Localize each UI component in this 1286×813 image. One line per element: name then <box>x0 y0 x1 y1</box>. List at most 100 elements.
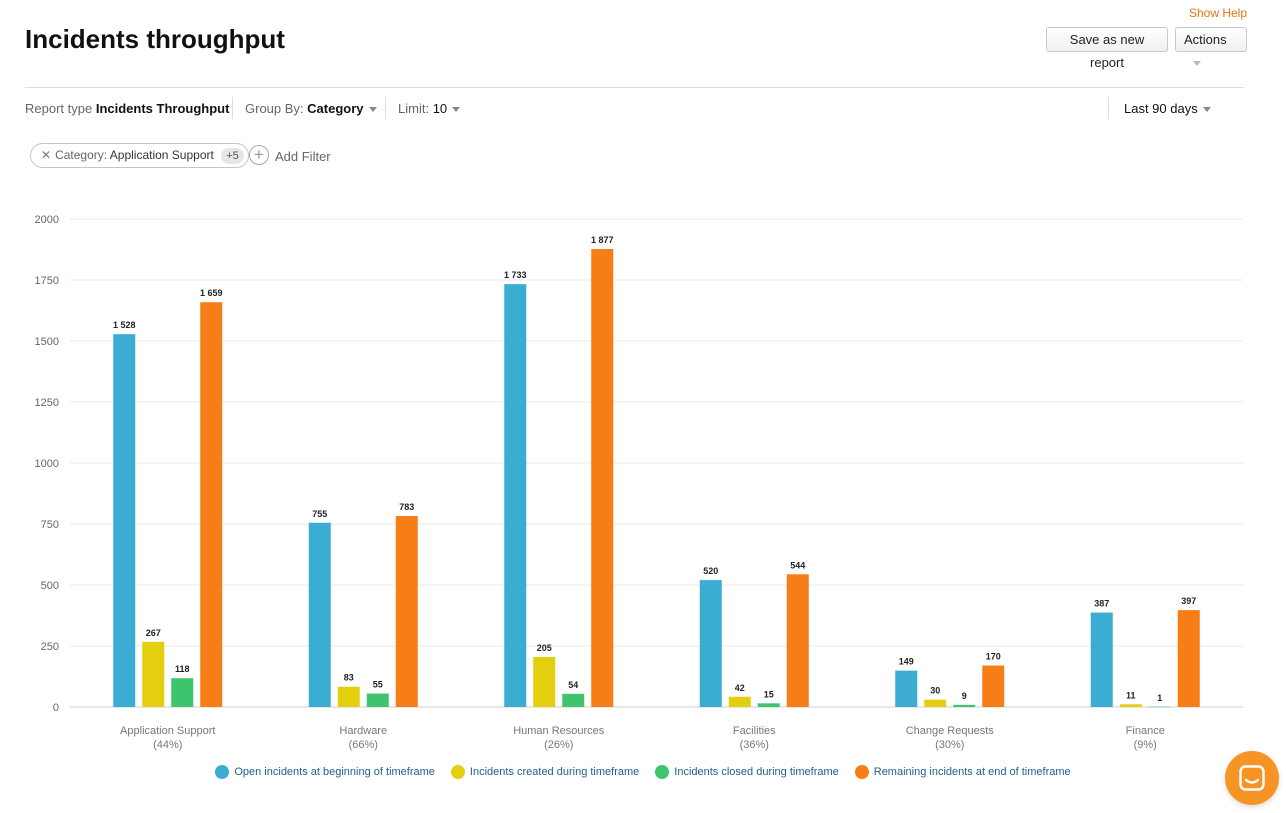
legend-swatch <box>655 765 670 779</box>
data-label: 55 <box>373 680 383 690</box>
bar <box>308 522 331 707</box>
y-tick-label: 1750 <box>35 275 59 287</box>
toolbar-separator <box>1108 97 1109 119</box>
bar <box>982 665 1005 707</box>
bar <box>366 693 389 707</box>
y-tick-label: 1250 <box>35 397 59 409</box>
actions-label: Actions <box>1184 32 1227 47</box>
x-tick-sublabel: (30%) <box>935 739 964 751</box>
limit-select[interactable]: Limit: 10 <box>398 101 461 116</box>
x-tick-label: Human Resources <box>513 725 605 737</box>
legend-swatch <box>215 765 230 779</box>
bar <box>699 580 722 707</box>
bar <box>142 641 165 707</box>
report-type: Report type Incidents Throughput <box>25 101 229 116</box>
y-tick-label: 500 <box>41 580 59 592</box>
legend-swatch <box>450 765 465 779</box>
chart-legend: Open incidents at beginning of timeframe… <box>0 765 1286 779</box>
bar <box>1177 610 1200 707</box>
data-label: 54 <box>568 680 578 690</box>
bar <box>1090 612 1113 707</box>
legend-label: Remaining incidents at end of timeframe <box>873 766 1071 778</box>
data-label: 267 <box>146 628 161 638</box>
header-divider <box>25 87 1244 88</box>
data-label: 1 659 <box>200 288 223 298</box>
save-as-new-report-button[interactable]: Save as new report <box>1046 27 1168 70</box>
data-label: 755 <box>312 509 327 519</box>
y-tick-label: 1000 <box>35 458 59 470</box>
bar <box>591 249 614 707</box>
y-tick-label: 750 <box>41 519 59 531</box>
data-label: 520 <box>703 566 718 576</box>
chevron-down-icon <box>368 107 377 113</box>
bar <box>200 302 223 707</box>
data-label: 1 528 <box>113 320 136 330</box>
actions-button[interactable]: Actions <box>1175 27 1247 67</box>
page-title: Incidents throughput <box>25 24 285 54</box>
filter-key: Category: <box>55 148 108 162</box>
legend-item[interactable]: Remaining incidents at end of timeframe <box>854 765 1071 779</box>
bar <box>171 678 194 707</box>
filter-pill-category[interactable]: ✕ Category: Application Support +5 <box>30 143 249 168</box>
data-label: 30 <box>930 686 940 696</box>
chat-widget-button[interactable] <box>1225 751 1279 805</box>
data-label: 205 <box>537 643 552 653</box>
group-by-value: Category <box>307 101 364 116</box>
limit-value: 10 <box>432 101 448 116</box>
data-label: 149 <box>899 657 914 667</box>
toolbar-separator <box>232 97 233 119</box>
filter-more-badge[interactable]: +5 <box>221 148 244 164</box>
x-tick-sublabel: (9%) <box>1134 739 1157 751</box>
bar <box>562 693 585 707</box>
x-tick-sublabel: (66%) <box>349 739 378 751</box>
legend-item[interactable]: Open incidents at beginning of timeframe <box>215 765 435 779</box>
x-tick-sublabel: (44%) <box>153 739 182 751</box>
x-tick-label: Application Support <box>120 725 215 737</box>
bar <box>113 334 136 707</box>
legend-label: Open incidents at beginning of timeframe <box>234 766 435 778</box>
show-help-link[interactable]: Show Help <box>1188 6 1247 20</box>
legend-item[interactable]: Incidents created during timeframe <box>450 765 640 779</box>
chevron-down-icon <box>452 107 461 113</box>
data-label: 83 <box>344 673 354 683</box>
bar <box>728 696 751 707</box>
data-label: 544 <box>790 560 805 570</box>
legend-label: Incidents created during timeframe <box>469 766 640 778</box>
plus-icon: + <box>249 145 269 165</box>
x-tick-label: Facilities <box>733 725 776 737</box>
x-tick-sublabel: (36%) <box>740 739 769 751</box>
report-type-value: Incidents Throughput <box>95 101 230 116</box>
x-tick-sublabel: (26%) <box>544 739 573 751</box>
bar <box>757 703 780 707</box>
report-type-label: Report type <box>25 101 93 116</box>
bar <box>786 574 809 707</box>
bar <box>953 704 976 707</box>
bar <box>1148 706 1171 708</box>
remove-filter-icon[interactable]: ✕ <box>41 148 52 162</box>
data-label: 387 <box>1094 599 1109 609</box>
toolbar-separator <box>385 97 386 119</box>
data-label: 11 <box>1126 690 1136 700</box>
y-tick-label: 1500 <box>35 336 59 348</box>
y-tick-label: 250 <box>41 641 59 653</box>
data-label: 170 <box>986 652 1001 662</box>
y-tick-label: 2000 <box>35 214 59 226</box>
add-filter-button[interactable]: + Add Filter <box>249 145 331 165</box>
group-by-select[interactable]: Group By: Category <box>245 101 377 116</box>
chevron-down-icon <box>1202 107 1211 113</box>
x-tick-label: Finance <box>1126 725 1165 737</box>
add-filter-label: Add Filter <box>275 148 331 164</box>
chat-icon <box>1239 765 1265 791</box>
data-label: 783 <box>399 502 414 512</box>
report-toolbar: Report type Incidents Throughput Group B… <box>25 97 1244 119</box>
chevron-down-icon <box>1193 61 1201 67</box>
data-label: 1 <box>1157 693 1162 703</box>
data-label: 118 <box>175 664 190 674</box>
legend-item[interactable]: Incidents closed during timeframe <box>655 765 839 779</box>
timeframe-select[interactable]: Last 90 days <box>1124 101 1211 116</box>
timeframe-value: Last 90 days <box>1124 101 1198 116</box>
limit-label: Limit: <box>398 101 430 116</box>
bar <box>533 656 556 707</box>
data-label: 397 <box>1181 596 1196 606</box>
